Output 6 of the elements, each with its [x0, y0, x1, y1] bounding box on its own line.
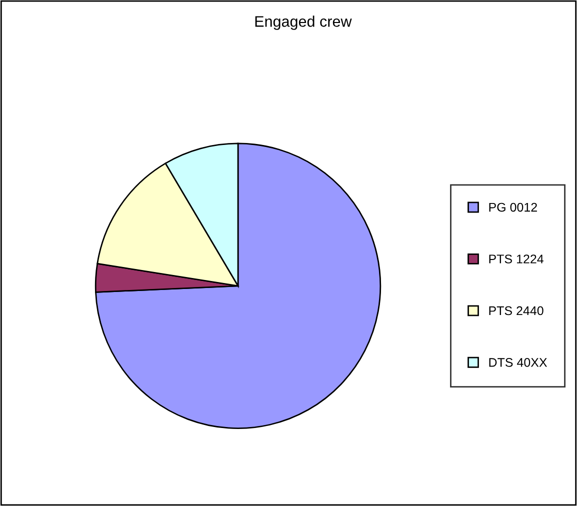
- legend-label: DTS 40XX: [489, 358, 548, 367]
- chart-title: Engaged crew: [255, 16, 352, 30]
- legend-label: PTS 1224: [489, 254, 544, 264]
- legend-label: PG 0012: [489, 202, 537, 212]
- pie-slice: [95, 142, 382, 429]
- legend-label: PTS 2440: [489, 306, 544, 316]
